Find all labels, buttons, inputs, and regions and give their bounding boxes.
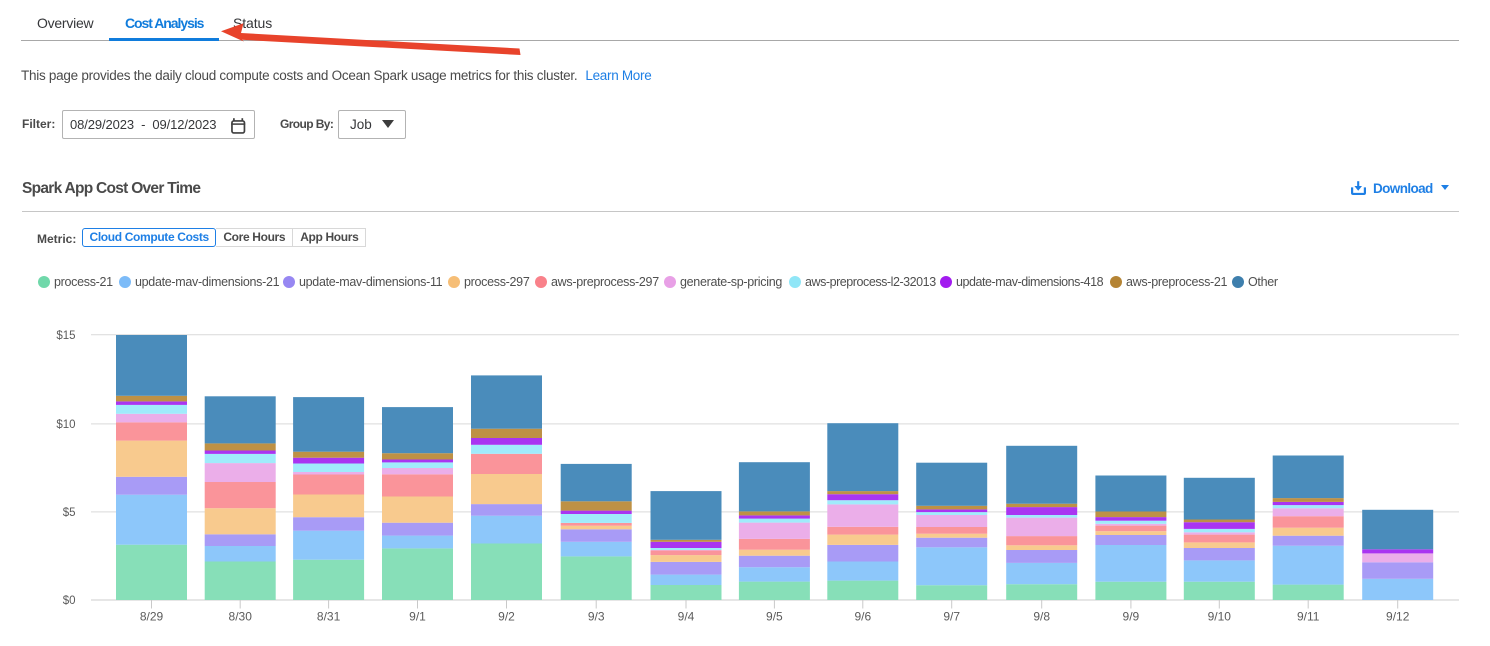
svg-text:8/29: 8/29 xyxy=(140,610,164,624)
svg-text:9/1: 9/1 xyxy=(409,610,426,624)
svg-text:9/8: 9/8 xyxy=(1033,610,1050,624)
svg-text:9/9: 9/9 xyxy=(1123,610,1140,624)
svg-text:$5: $5 xyxy=(63,507,76,519)
svg-text:9/11: 9/11 xyxy=(1297,610,1320,624)
svg-text:9/12: 9/12 xyxy=(1386,610,1410,624)
svg-text:9/4: 9/4 xyxy=(678,610,695,624)
svg-text:9/2: 9/2 xyxy=(498,610,515,624)
svg-text:$15: $15 xyxy=(56,330,75,342)
svg-text:$10: $10 xyxy=(56,419,75,431)
svg-text:9/10: 9/10 xyxy=(1208,610,1232,624)
svg-text:9/7: 9/7 xyxy=(943,610,960,624)
svg-text:9/3: 9/3 xyxy=(588,610,605,624)
svg-text:9/5: 9/5 xyxy=(766,610,783,624)
svg-text:9/6: 9/6 xyxy=(854,610,871,624)
svg-text:$0: $0 xyxy=(63,595,76,607)
svg-text:8/30: 8/30 xyxy=(229,610,253,624)
svg-text:8/31: 8/31 xyxy=(317,610,341,624)
